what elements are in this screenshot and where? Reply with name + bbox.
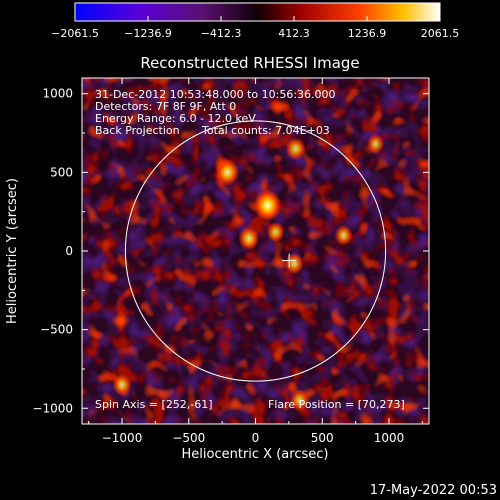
hot-spot (112, 373, 132, 396)
annotation-line: 31-Dec-2012 10:53:48.000 to 10:56:36.000 (95, 88, 336, 101)
annotation-line: Energy Range: 6.0 - 12.0 keV (95, 112, 256, 125)
y-tick-label: 0 (65, 244, 73, 258)
colorbar-tick-label: −2061.5 (51, 27, 99, 40)
x-axis-label: Heliocentric X (arcsec) (182, 447, 329, 462)
y-tick-label: 500 (50, 165, 73, 179)
x-axis-ticks: −1000 −500 0 500 1000 (88, 78, 423, 445)
hot-spot (284, 252, 304, 275)
y-tick-label: −1000 (32, 401, 73, 415)
hot-spot (285, 137, 306, 161)
annotation-line: Total counts: 7.04E+03 (201, 124, 330, 137)
colorbar-tick-label: 2061.5 (421, 27, 460, 40)
colorbar-tick-label: 412.3 (278, 27, 310, 40)
colorbar-tick-label: 1236.9 (348, 27, 387, 40)
annotation-line: Detectors: 7F 8F 9F, Att 0 (95, 100, 236, 113)
date-stamp: 17-May-2022 00:53 (370, 483, 497, 498)
y-tick-label: −500 (40, 323, 73, 337)
annotation-block: 31-Dec-2012 10:53:48.000 to 10:56:36.000… (95, 88, 336, 137)
x-tick-label: 500 (311, 431, 334, 445)
hot-spot (367, 134, 385, 154)
hot-spot (290, 389, 310, 412)
plot-area (82, 78, 429, 424)
x-tick-label: −500 (172, 431, 205, 445)
x-tick-label: 0 (252, 431, 260, 445)
spin-axis-marker (282, 253, 297, 268)
hot-spot (215, 158, 240, 186)
colorbar-tick-label: −1236.9 (124, 27, 172, 40)
spin-axis-label: Spin Axis = [252,-61] (95, 398, 213, 411)
flare-position-label: Flare Position = [70,273] (268, 398, 405, 411)
x-tick-label: 1000 (374, 431, 405, 445)
y-tick-label: 1000 (42, 87, 73, 101)
solar-limb-circle (124, 120, 387, 382)
y-axis-ticks: −1000 −500 0 500 1000 (32, 87, 429, 415)
x-tick-label: −1000 (102, 431, 143, 445)
hot-spot (238, 226, 260, 251)
chart-title: Reconstructed RHESSI Image (140, 54, 359, 72)
colorbar-gradient (74, 2, 441, 22)
annotation-line: Back Projection (95, 124, 180, 137)
hot-spot (266, 221, 285, 243)
colorbar: −2061.5 −1236.9 −412.3 412.3 1236.9 2061.5 (51, 2, 459, 40)
colorbar-ticks: −2061.5 −1236.9 −412.3 412.3 1236.9 2061.5 (51, 16, 459, 40)
hot-spot (334, 224, 353, 246)
y-axis-label: Heliocentric Y (arcsec) (5, 178, 20, 324)
hot-spots (112, 134, 385, 412)
hot-spot (253, 189, 282, 222)
colorbar-tick-label: −412.3 (201, 27, 242, 40)
